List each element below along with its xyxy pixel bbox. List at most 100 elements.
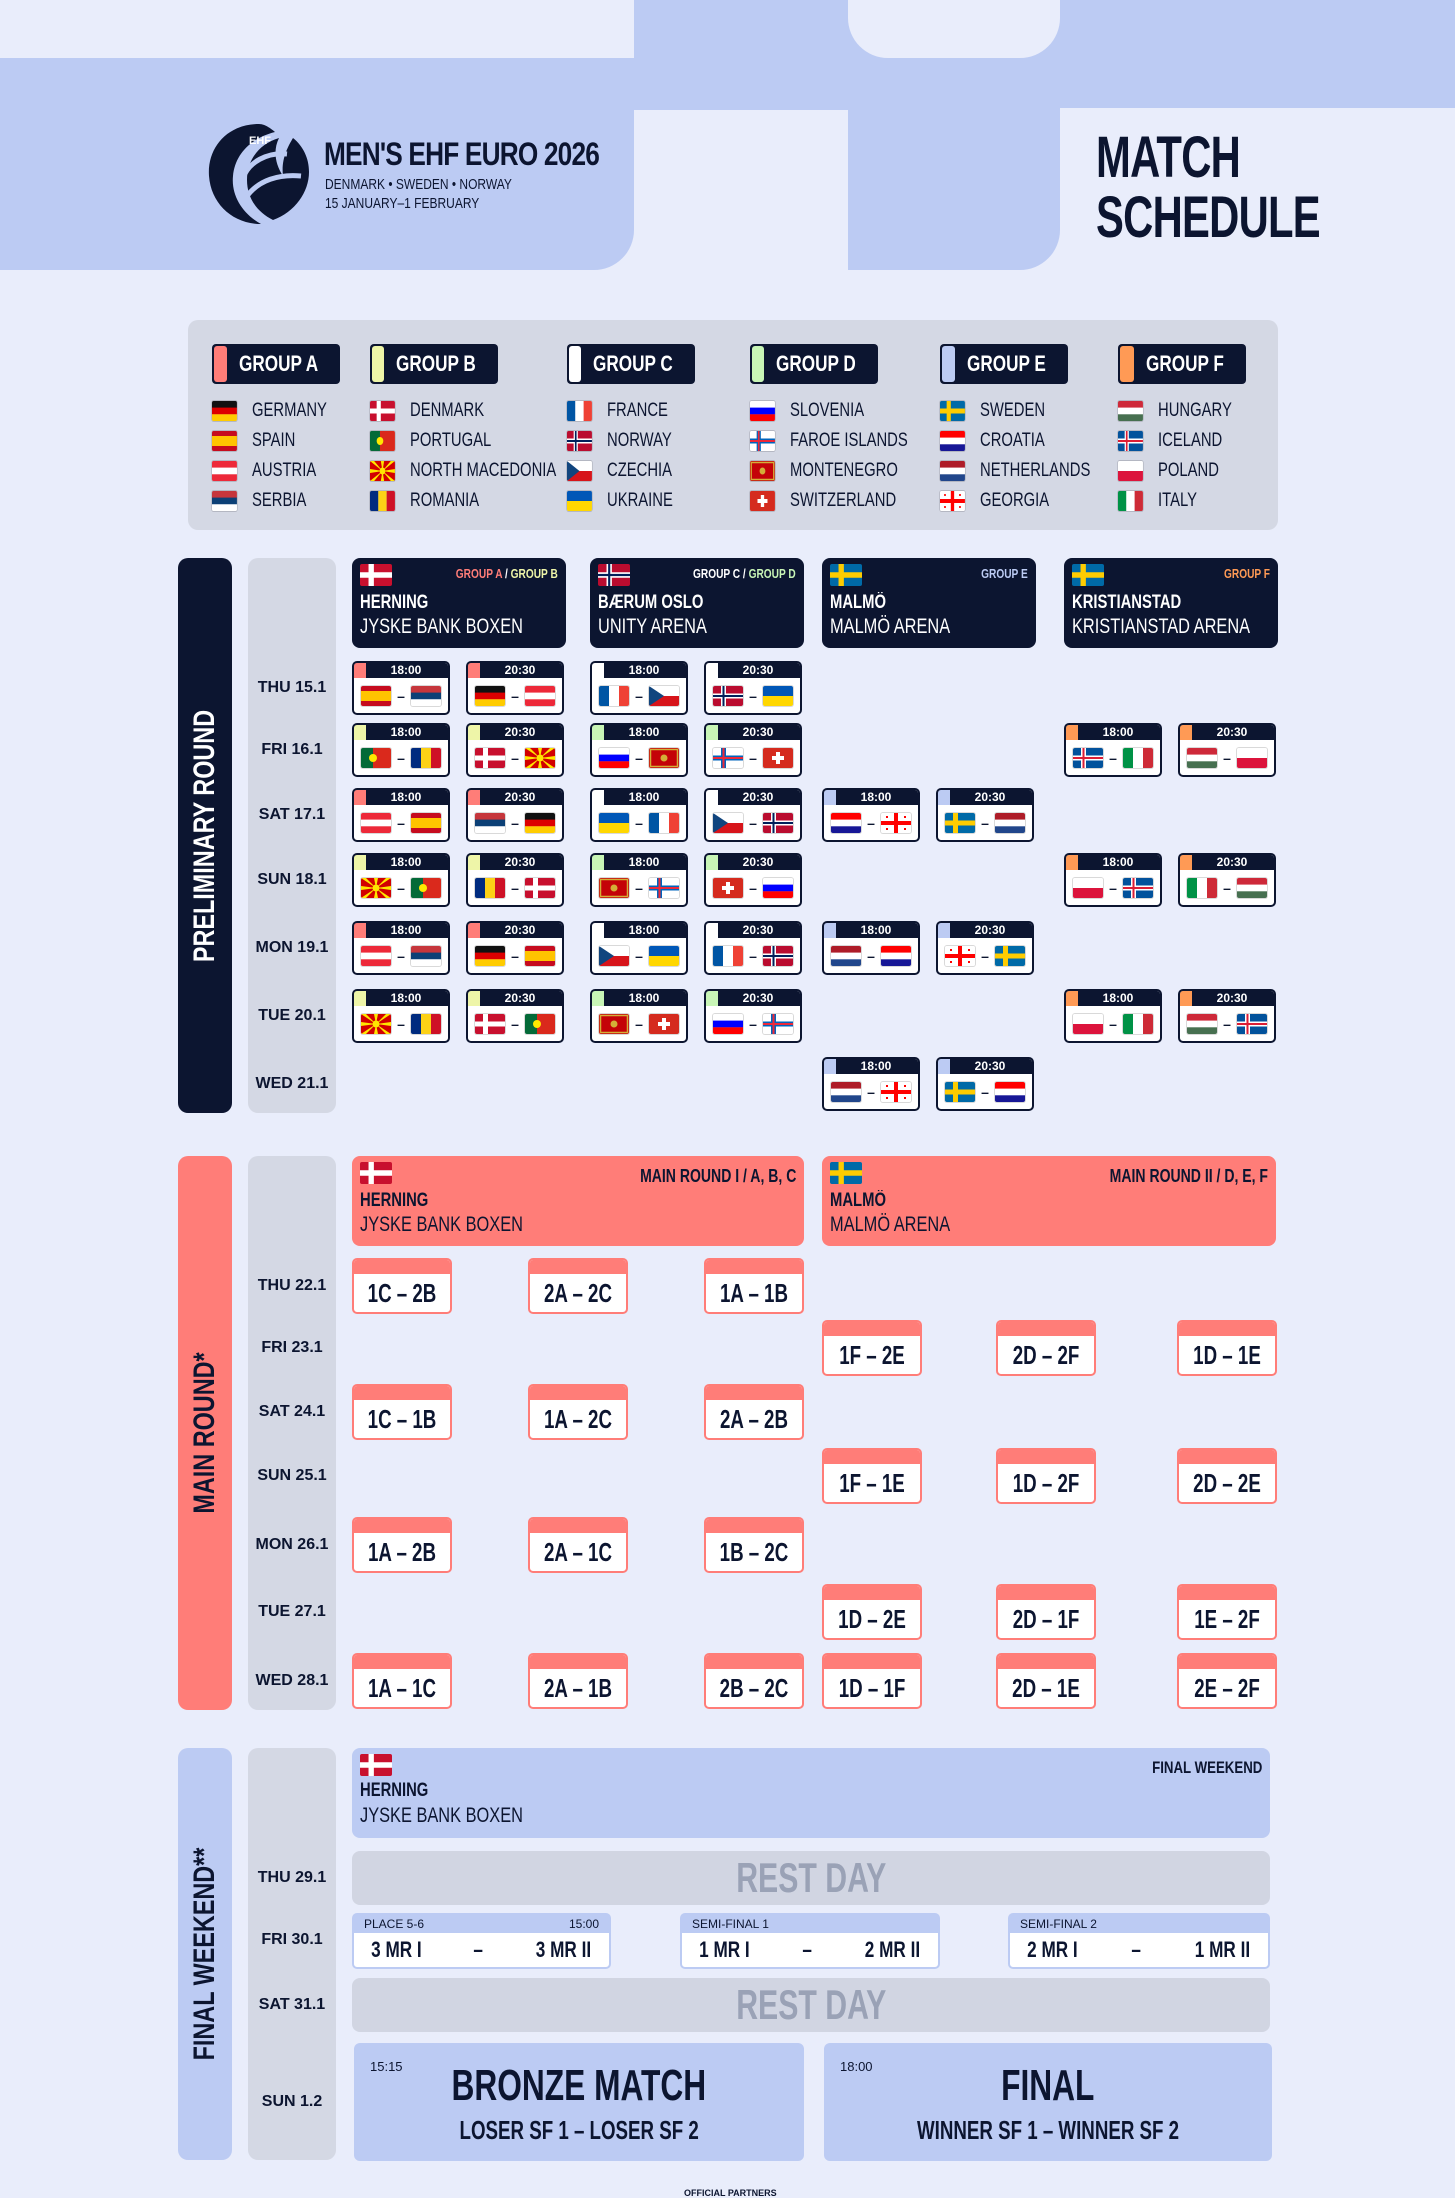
main-round-match[interactable]: 1D – 2F	[996, 1448, 1096, 1504]
match-card[interactable]: 18:00 –	[352, 661, 450, 715]
match-card[interactable]: 20:30 –	[704, 788, 802, 842]
match-card[interactable]: 18:00 –	[590, 661, 688, 715]
flag-icon-fr	[648, 812, 679, 833]
match-card[interactable]: 18:00 –	[590, 921, 688, 975]
match-card[interactable]: 18:00 –	[1064, 723, 1162, 777]
match-card[interactable]: 20:30 –	[704, 853, 802, 907]
match-card[interactable]: 18:00 –	[822, 788, 920, 842]
flag-icon-dk	[524, 877, 555, 898]
match-card[interactable]: 20:30 –	[466, 661, 564, 715]
match-card[interactable]: 18:00 –	[352, 788, 450, 842]
match-pairing: 1A – 2C	[544, 1404, 612, 1434]
match-card[interactable]: 20:30 –	[466, 788, 564, 842]
day-label: FRI 23.1	[261, 1339, 323, 1356]
match-card[interactable]: 18:00 –	[822, 1057, 920, 1111]
main-round-match[interactable]: 2A – 2C	[528, 1258, 628, 1314]
venue-city: BÆRUM OSLO	[598, 592, 704, 613]
group-color-tag	[706, 923, 718, 938]
venue-groups: GROUP F	[1224, 566, 1270, 581]
main-round-match[interactable]: 2D – 1E	[996, 1653, 1096, 1709]
vs-dash: –	[511, 749, 519, 766]
venue-arena: JYSKE BANK BOXEN	[360, 615, 523, 638]
day-label: THU 15.1	[257, 679, 327, 696]
match-card[interactable]: 18:00 –	[352, 989, 450, 1043]
match-teams: –	[354, 805, 448, 840]
main-round-match[interactable]: 1D – 1F	[822, 1653, 922, 1709]
main-round-match[interactable]: 2D – 2F	[996, 1320, 1096, 1376]
main-round-match[interactable]: 1C – 2B	[352, 1258, 452, 1314]
section-main-round: MAIN ROUND*	[178, 1156, 232, 1710]
match-card[interactable]: 18:00 –	[590, 853, 688, 907]
main-round-match[interactable]: 1D – 2E	[822, 1584, 922, 1640]
match-card[interactable]: 20:30 –	[704, 989, 802, 1043]
match-card[interactable]: 18:00 –	[822, 921, 920, 975]
main-round-match[interactable]: 1D – 1E	[1177, 1320, 1277, 1376]
venue-city: HERNING	[360, 1190, 429, 1211]
main-round-match[interactable]: 1F – 1E	[822, 1448, 922, 1504]
match-pairing: 1F – 1E	[839, 1468, 905, 1498]
match-card[interactable]: 20:30 –	[466, 723, 564, 777]
match-pairing: 1D – 2E	[838, 1604, 906, 1634]
tournament-dates: 15 JANUARY–1 FEBRUARY	[325, 195, 480, 212]
match-card-top	[530, 1260, 626, 1274]
match-card[interactable]: 18:00 –	[352, 853, 450, 907]
flag-icon-hu	[1118, 401, 1143, 421]
flag-icon-no	[713, 685, 744, 706]
main-round-match[interactable]: 2D – 2E	[1177, 1448, 1277, 1504]
match-card[interactable]: 20:30 –	[1178, 723, 1276, 777]
match-card[interactable]: 20:30 –	[1178, 989, 1276, 1043]
match-card[interactable]: 18:00 –	[590, 723, 688, 777]
flag-icon-no	[762, 945, 793, 966]
main-round-match[interactable]: 2A – 1B	[528, 1653, 628, 1709]
main-day-column	[248, 1156, 336, 1710]
team-item: POLAND	[1118, 456, 1253, 486]
main-round-match[interactable]: 1A – 2C	[528, 1384, 628, 1440]
flag-icon-si	[713, 1013, 744, 1034]
tournament-title: MEN'S EHF EURO 2026	[324, 136, 600, 172]
match-card[interactable]: 18:00 –	[1064, 853, 1162, 907]
main-round-match[interactable]: 1F – 2E	[822, 1320, 922, 1376]
match-card[interactable]: 18:00 –	[352, 723, 450, 777]
group-group-a: GROUP A GERMANY SPAIN AUSTRIA SERBIA	[212, 344, 348, 516]
match-card[interactable]: 20:30 –	[704, 921, 802, 975]
match-pairing: 2D – 1F	[1012, 1604, 1080, 1634]
match-card[interactable]: 20:30 –	[936, 921, 1034, 975]
match-card[interactable]: 20:30 –	[466, 989, 564, 1043]
main-round-match[interactable]: 1C – 1B	[352, 1384, 452, 1440]
main-round-match[interactable]: 1B – 2C	[704, 1517, 804, 1573]
match-card[interactable]: 20:30 –	[704, 723, 802, 777]
match-card[interactable]: 18:00 –	[352, 921, 450, 975]
group-color-swatch	[569, 346, 581, 382]
flag-icon-pt	[361, 747, 392, 768]
match-card-top	[1179, 1322, 1275, 1336]
match-card[interactable]: 20:30 –	[1178, 853, 1276, 907]
flag-icon-at	[361, 812, 392, 833]
team-name: HUNGARY	[1158, 400, 1232, 421]
flag-icon-me	[599, 1013, 630, 1034]
group-header: GROUP B	[370, 344, 498, 384]
main-round-match[interactable]: 1A – 1C	[352, 1653, 452, 1709]
main-round-match[interactable]: 2D – 1F	[996, 1584, 1096, 1640]
match-card[interactable]: 20:30 –	[466, 853, 564, 907]
main-round-match[interactable]: 1E – 2F	[1177, 1584, 1277, 1640]
match-teams: –	[1180, 1006, 1274, 1041]
match-card[interactable]: 20:30 –	[936, 1057, 1034, 1111]
main-round-match[interactable]: 1A – 2B	[352, 1517, 452, 1573]
match-card[interactable]: 18:00 –	[1064, 989, 1162, 1043]
team-item: SERBIA	[212, 486, 348, 516]
match-time: 18:00	[1066, 855, 1160, 870]
main-round-match[interactable]: 2B – 2C	[704, 1653, 804, 1709]
match-card[interactable]: 18:00 –	[590, 989, 688, 1043]
match-card[interactable]: 20:30 –	[704, 661, 802, 715]
main-round-match[interactable]: 2A – 2B	[704, 1384, 804, 1440]
match-card[interactable]: 18:00 –	[590, 788, 688, 842]
match-teams: –	[824, 1074, 918, 1109]
main-round-match[interactable]: 1A – 1B	[704, 1258, 804, 1314]
match-card[interactable]: 20:30 –	[936, 788, 1034, 842]
main-round-match[interactable]: 2E – 2F	[1177, 1653, 1277, 1709]
match-card[interactable]: 20:30 –	[466, 921, 564, 975]
main-round-match[interactable]: 2A – 1C	[528, 1517, 628, 1573]
flag-icon-nl	[994, 812, 1025, 833]
group-color-tag	[592, 991, 604, 1006]
section-label: FINAL WEEKEND**	[188, 1847, 221, 2061]
